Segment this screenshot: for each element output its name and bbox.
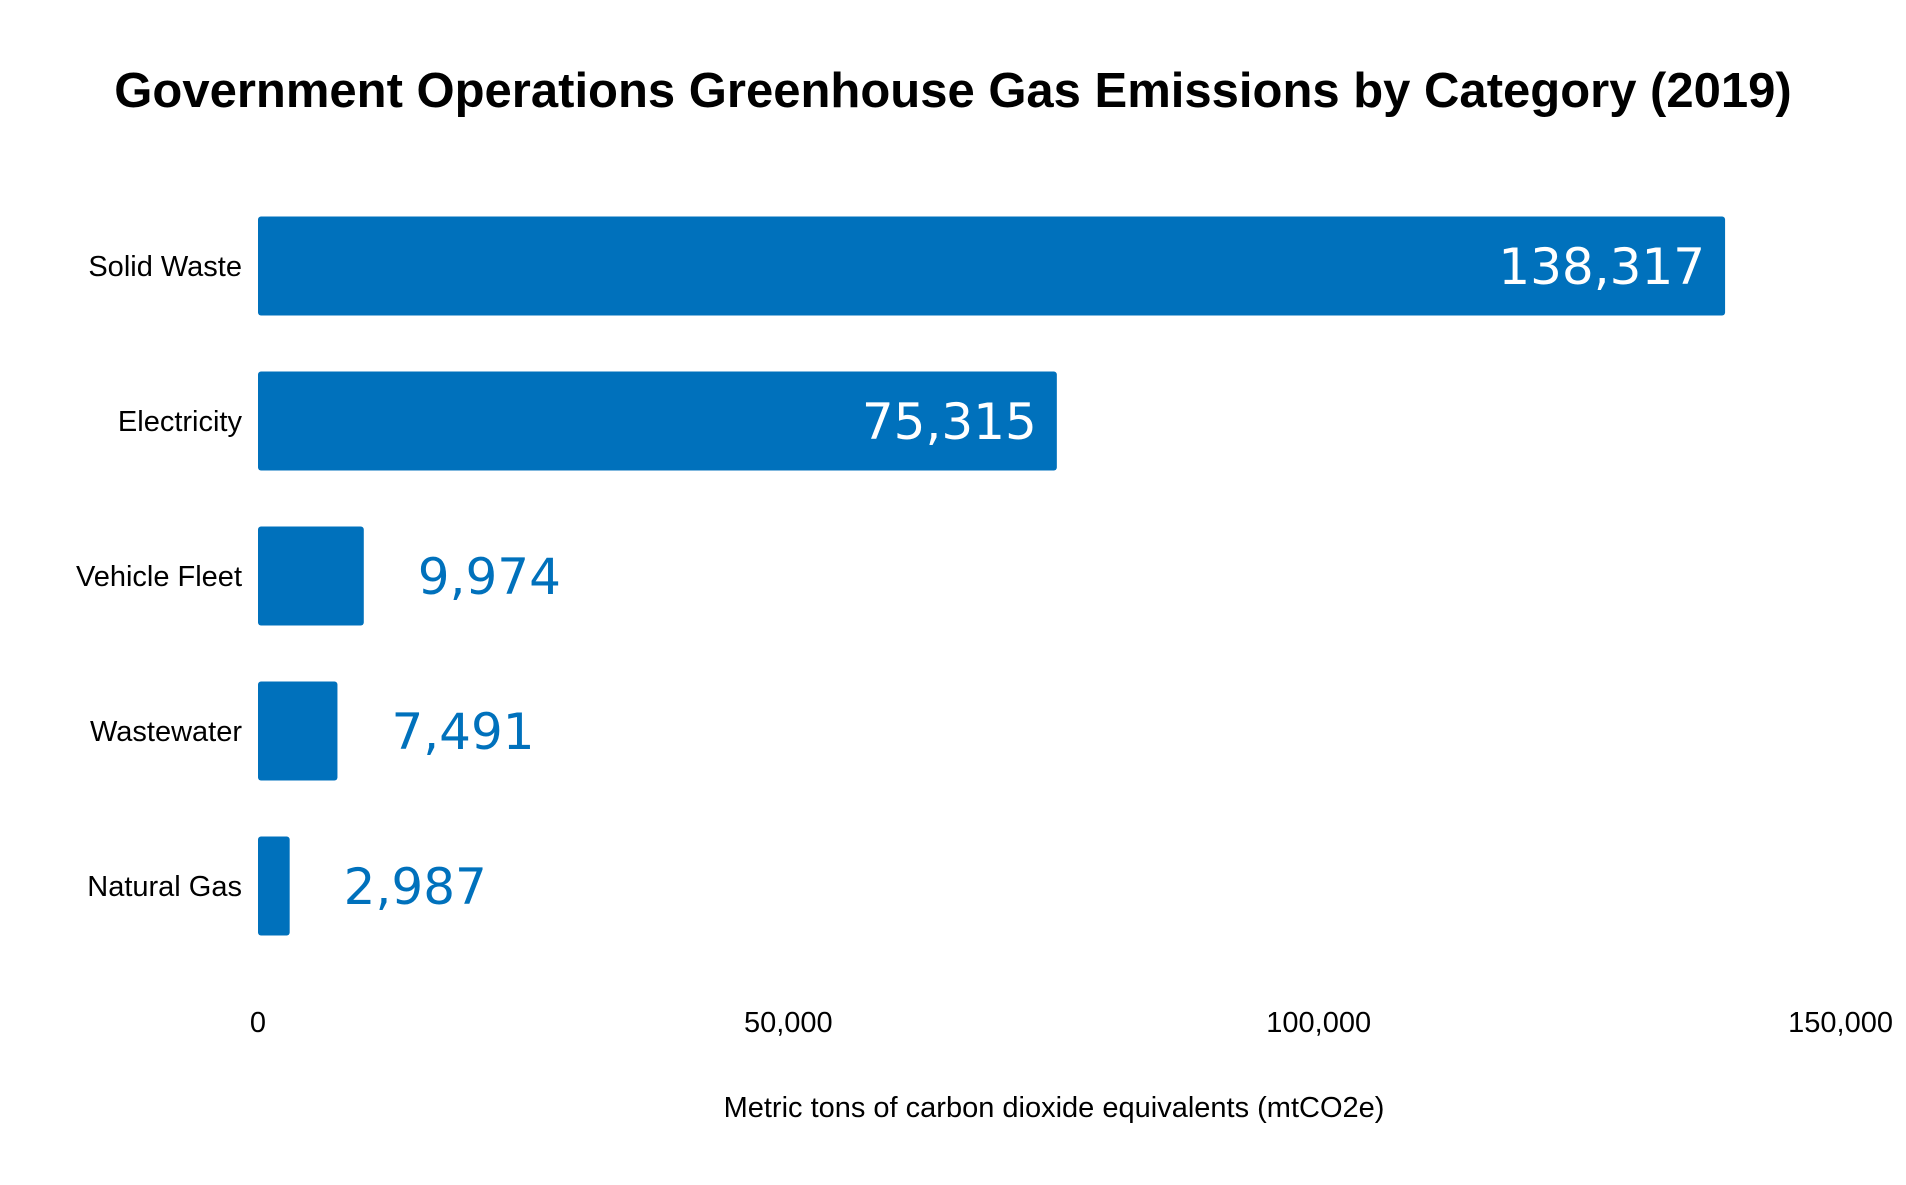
bars-layer — [258, 216, 1726, 936]
category-label-vehicle-fleet: Vehicle Fleet — [76, 561, 242, 593]
bar-natural-gas — [258, 836, 290, 936]
category-label-natural-gas: Natural Gas — [87, 871, 242, 903]
x-tick-label-50000: 50,000 — [744, 1007, 833, 1039]
value-label-electricity: 75,315 — [862, 393, 1037, 451]
labels-layer: Solid Waste 138,317 Electricity 75,315 Vehic… — [76, 238, 1705, 916]
value-label-natural-gas: 2,987 — [344, 858, 487, 916]
value-label-solid-waste: 138,317 — [1498, 238, 1705, 296]
value-label-vehicle-fleet: 9,974 — [418, 548, 561, 606]
x-axis-ticks: 0 50,000 100,000 150,000 — [250, 1007, 1893, 1039]
value-label-wastewater: 7,491 — [391, 703, 534, 761]
bar-electricity — [258, 371, 1057, 471]
x-tick-label-100000: 100,000 — [1266, 1007, 1371, 1039]
bar-vehicle-fleet — [258, 526, 364, 626]
x-tick-label-150000: 150,000 — [1788, 1007, 1893, 1039]
category-label-electricity: Electricity — [118, 406, 243, 438]
chart-title: Government Operations Greenhouse Gas Emi… — [114, 64, 1791, 118]
bar-solid-waste — [258, 216, 1726, 316]
category-label-wastewater: Wastewater — [90, 716, 242, 748]
category-label-solid-waste: Solid Waste — [88, 251, 242, 283]
x-tick-label-0: 0 — [250, 1007, 266, 1039]
x-axis-title: Metric tons of carbon dioxide equivalent… — [724, 1092, 1385, 1124]
bar-wastewater — [258, 681, 338, 781]
